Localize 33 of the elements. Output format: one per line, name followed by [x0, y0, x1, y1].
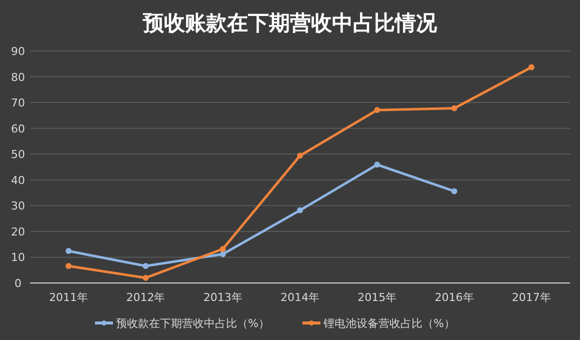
point	[220, 251, 226, 258]
y-tick-label: 80	[11, 70, 25, 84]
point	[297, 207, 303, 214]
point	[374, 162, 380, 168]
x-tick-label: 2011年	[49, 291, 88, 304]
x-tick-label: 2016年	[434, 291, 474, 304]
y-tick-label: 20	[11, 225, 25, 238]
point	[451, 188, 458, 194]
y-tick-label: 50	[11, 148, 25, 162]
x-tick-label: 2013年	[203, 291, 242, 304]
legend-label: 预收款在下期营收中占比（%）	[116, 317, 270, 330]
point	[66, 262, 72, 269]
y-tick-label: 90	[11, 45, 25, 58]
y-tick-label: 60	[11, 122, 25, 136]
y-tick-label: 0	[14, 277, 22, 290]
legend-label: 锂电池设备营收占比（%）	[322, 317, 455, 330]
y-tick-label: 10	[11, 251, 25, 264]
point	[528, 64, 534, 70]
point	[142, 262, 149, 269]
point	[374, 107, 380, 114]
y-tick-label: 30	[11, 200, 25, 213]
title: 预收账款在下期营收中占比情况	[143, 11, 437, 35]
point	[142, 274, 149, 281]
point	[66, 248, 72, 254]
point	[220, 246, 226, 252]
x-tick-label: 2017年	[512, 291, 551, 304]
x-tick-label: 2012年	[126, 291, 166, 304]
y-tick-label: 70	[11, 96, 25, 110]
x-tick-label: 2015年	[358, 291, 397, 304]
point	[297, 152, 303, 159]
point	[451, 105, 458, 112]
x-tick-label: 2014年	[280, 291, 320, 304]
y-tick-label: 40	[11, 174, 25, 187]
